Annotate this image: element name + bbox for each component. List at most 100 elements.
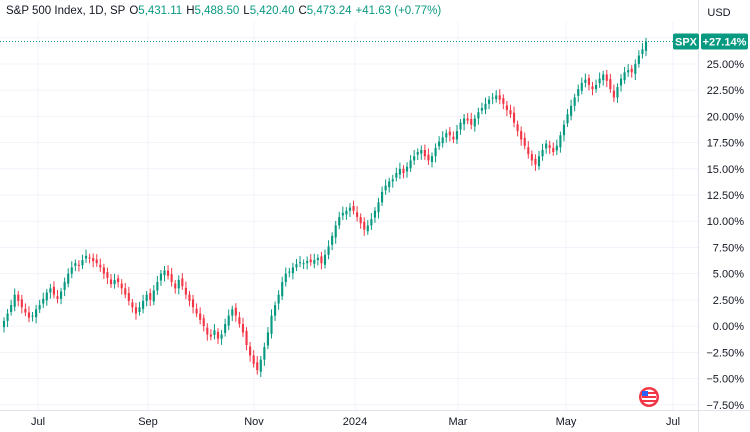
candle-body bbox=[177, 279, 180, 289]
candle-body bbox=[270, 315, 273, 334]
candle-body bbox=[227, 315, 230, 326]
candle-body bbox=[520, 131, 523, 140]
candle-body bbox=[484, 103, 487, 110]
ohlc-legend: S&P 500 Index, 1D, SP O 5,431.11 H 5,488.5… bbox=[6, 5, 441, 17]
candle-body bbox=[548, 145, 551, 148]
candle-body bbox=[281, 282, 284, 297]
candle-body bbox=[245, 330, 248, 345]
candle-body bbox=[117, 278, 120, 283]
candle-body bbox=[63, 282, 66, 290]
candle-body bbox=[163, 270, 166, 276]
candle-body bbox=[530, 154, 533, 161]
candle-body bbox=[573, 97, 576, 106]
y-tick-label: 22.50% bbox=[707, 85, 745, 97]
candle-body bbox=[591, 86, 594, 90]
candle-body bbox=[577, 89, 580, 96]
candle-body bbox=[298, 262, 302, 264]
candle-body bbox=[366, 225, 369, 232]
candle-body bbox=[541, 149, 544, 157]
x-tick-label: Jul bbox=[666, 416, 680, 428]
time-axis[interactable]: Jul Sep Nov 2024 Mar May Jul bbox=[31, 416, 680, 428]
currency-button[interactable]: USD bbox=[707, 7, 731, 19]
candle-body bbox=[81, 260, 84, 266]
candle-body bbox=[181, 278, 184, 287]
candle-body bbox=[323, 254, 327, 265]
candle-body bbox=[238, 317, 241, 325]
candle-body bbox=[377, 202, 380, 213]
candle-body bbox=[309, 259, 312, 263]
candle-body bbox=[552, 147, 555, 153]
us-flag-icon[interactable] bbox=[639, 387, 659, 407]
high-value: 5,488.50 bbox=[194, 5, 240, 17]
candle-body bbox=[170, 274, 173, 283]
candle-body bbox=[124, 288, 127, 295]
price-axis[interactable]: 27.50%25.00%22.50%20.00%17.50%15.00%12.5… bbox=[706, 33, 744, 412]
candle-body bbox=[249, 346, 252, 356]
candle-body bbox=[477, 112, 480, 119]
candle-body bbox=[56, 296, 59, 299]
candle-body bbox=[313, 260, 316, 264]
candle-body bbox=[455, 131, 459, 140]
candle-body bbox=[334, 225, 337, 238]
candle-body bbox=[127, 293, 130, 301]
candle-body bbox=[234, 307, 237, 316]
candle-body bbox=[231, 309, 234, 316]
candle-body bbox=[316, 257, 319, 261]
candle-body bbox=[295, 264, 298, 268]
candle-body bbox=[27, 312, 31, 318]
candle-body bbox=[609, 79, 612, 90]
candle-body bbox=[145, 294, 148, 301]
candle-body bbox=[623, 72, 626, 81]
y-tick-label: 25.00% bbox=[707, 59, 745, 71]
y-tick-label: 12.50% bbox=[707, 190, 745, 202]
candle-body bbox=[259, 359, 262, 372]
candle-body bbox=[202, 318, 205, 327]
y-tick-label: −7.50% bbox=[706, 400, 744, 412]
candle-body bbox=[241, 324, 245, 333]
candle-body bbox=[466, 118, 469, 121]
candle-body bbox=[206, 327, 209, 335]
candle-body bbox=[2, 320, 6, 328]
candle-body bbox=[587, 78, 591, 85]
candle-body bbox=[113, 279, 116, 285]
candle-body bbox=[605, 74, 608, 81]
candle-body bbox=[452, 136, 455, 140]
y-tick-label: 17.50% bbox=[707, 138, 745, 150]
candle-body bbox=[555, 145, 558, 151]
candle-body bbox=[491, 97, 494, 99]
candle-body bbox=[359, 217, 362, 224]
candle-body bbox=[398, 168, 401, 175]
y-tick-label: 15.00% bbox=[707, 164, 745, 176]
y-tick-label: −5.00% bbox=[706, 374, 744, 386]
candle-body bbox=[570, 105, 573, 116]
candle-body bbox=[109, 279, 113, 285]
x-tick-label: Sep bbox=[138, 416, 158, 428]
candle-body bbox=[152, 290, 155, 302]
candle-body bbox=[138, 307, 141, 312]
candle-body bbox=[216, 331, 220, 339]
candle-body bbox=[92, 257, 95, 262]
candle-body bbox=[602, 74, 605, 81]
x-tick-label: 2024 bbox=[343, 416, 367, 428]
candle-body bbox=[356, 212, 359, 218]
candle-body bbox=[199, 313, 202, 320]
value-tag-label: +27.14% bbox=[703, 37, 747, 49]
candle-body bbox=[6, 313, 9, 321]
candle-body bbox=[345, 210, 348, 215]
candle-body bbox=[45, 292, 48, 301]
candle-body bbox=[13, 294, 16, 307]
candle-body bbox=[256, 362, 259, 371]
candle-body bbox=[562, 124, 566, 136]
candle-body bbox=[409, 160, 412, 169]
candle-body bbox=[102, 267, 105, 274]
candle-body bbox=[74, 263, 77, 266]
candle-body bbox=[67, 273, 70, 284]
candle-body bbox=[537, 156, 541, 167]
candle-body bbox=[252, 355, 255, 364]
symbol-tag-label: SPX bbox=[675, 37, 698, 49]
candle-body bbox=[284, 273, 287, 283]
candle-body bbox=[363, 221, 366, 230]
candle-body bbox=[156, 282, 159, 291]
